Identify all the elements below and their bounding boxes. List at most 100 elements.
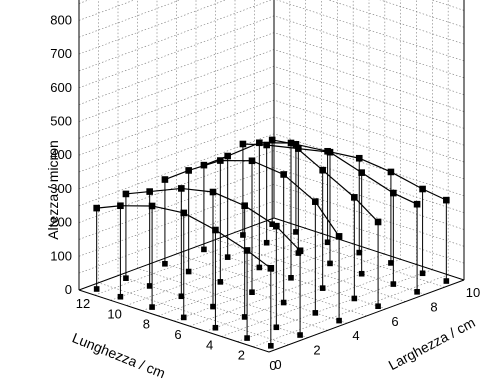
x-tick-label: 12 (76, 296, 90, 311)
x-tick-label: 10 (107, 306, 121, 321)
y-tick-label: 4 (352, 328, 359, 343)
point-marker-s5-p4 (324, 147, 331, 155)
point-marker-s1-p2 (241, 202, 248, 210)
y-axis-title: Larghezza / cm (386, 314, 478, 373)
grid-line-floor-x (237, 269, 433, 342)
floor-marker-s2-p3 (249, 289, 255, 295)
point-marker-s3-p0 (374, 218, 382, 226)
floor-marker-s0-p5 (117, 293, 124, 300)
grid-line-floor-x (189, 253, 385, 327)
floor-marker-s1-p5 (146, 283, 153, 289)
floor-marker-s3-p1 (351, 295, 358, 302)
grid-line-floor-x (126, 233, 322, 306)
point-marker-s5-p3 (355, 154, 363, 162)
x-axis-title: Lunghezza / cm (70, 329, 168, 381)
floor-marker-s4-p5 (263, 239, 270, 246)
z-tick-label: 600 (50, 80, 72, 95)
grid-line-floor-x (173, 248, 370, 322)
point-marker-s2-p6 (161, 176, 169, 183)
z-tick-label: 400 (50, 147, 72, 162)
floor-marker-s0-p6 (93, 286, 100, 292)
floor-marker-s0-p2 (212, 324, 219, 331)
z-tick-label: 800 (50, 12, 72, 27)
point-marker-s2-p1 (312, 198, 319, 205)
x-tick-label: 8 (143, 317, 150, 332)
z-tick-label: 0 (65, 282, 72, 297)
point-marker-s5-p2 (387, 168, 395, 176)
z-tick-label: 700 (50, 46, 72, 61)
floor-marker-s5-p0 (443, 278, 450, 284)
grid-line-floor-y (176, 253, 367, 317)
floor-marker-s0-p4 (149, 304, 155, 310)
grid-line-floor-y (254, 224, 445, 288)
floor-marker-s2-p4 (217, 279, 224, 285)
point-marker-s4-p2 (358, 169, 365, 176)
point-marker-s5-p6 (268, 136, 276, 144)
point-marker-s2-p4 (217, 157, 224, 164)
floor-marker-s3-p0 (375, 303, 381, 310)
floor-marker-s2-p0 (336, 317, 342, 324)
floor-marker-s2-p5 (185, 268, 192, 275)
grid-line-side-wall-z (431, 0, 465, 11)
floor-marker-s1-p0 (297, 332, 303, 338)
point-marker-s3-p6 (200, 161, 208, 169)
box-edges (78, 0, 465, 353)
grid-line-floor-x (253, 274, 449, 348)
floor-marker-s4-p2 (358, 270, 365, 277)
x-tick-label: 4 (206, 337, 213, 352)
point-marker-s3-p3 (287, 139, 295, 147)
floor-marker-s0-p1 (244, 335, 250, 341)
point-marker-s4-p0 (413, 200, 421, 208)
point-marker-s5-p1 (419, 185, 426, 193)
grid-line-back-wall-z (78, 0, 136, 21)
tick-labels: 0100200300400500600700800900100002468101… (50, 12, 480, 373)
point-marker-s4-p4 (295, 145, 302, 152)
floor-marker-s3-p6 (201, 246, 207, 253)
point-marker-s1-p1 (273, 222, 280, 230)
x-tick-label: 0 (269, 358, 276, 373)
point-marker-s0-p5 (117, 202, 124, 210)
floor-marker-s4-p3 (327, 260, 333, 267)
point-marker-s1-p4 (178, 185, 185, 192)
floor-marker-s5-p2 (388, 260, 394, 266)
z-tick-label: 500 (50, 114, 72, 129)
drop-lines (96, 139, 447, 346)
point-marker-s0-p4 (148, 202, 156, 210)
z-tick-label: 200 (50, 215, 72, 230)
floor-marker-s0-p3 (180, 314, 187, 321)
point-marker-s2-p0 (335, 233, 343, 240)
point-marker-s2-p3 (248, 157, 256, 165)
floor-marker-s1-p1 (273, 324, 280, 331)
x-tick-label: 6 (174, 327, 181, 342)
floor-marker-s0-p0 (268, 343, 274, 349)
grid-line-back-wall-z (78, 15, 275, 89)
point-marker-s3-p4 (256, 139, 263, 147)
z-tick-label: 100 (50, 248, 72, 263)
floor-marker-s4-p0 (414, 289, 420, 295)
z-axis-title: Altezza / micron (45, 140, 61, 240)
floor-marker-s5-p3 (356, 249, 363, 256)
floor-marker-s2-p1 (312, 310, 319, 316)
point-marker-s2-p5 (185, 167, 192, 174)
point-marker-s5-p0 (443, 196, 450, 204)
y-tick-label: 8 (430, 299, 437, 314)
point-marker-s4-p6 (239, 140, 247, 148)
floor-marker-s5-p5 (293, 229, 299, 235)
point-marker-s1-p5 (146, 188, 153, 195)
y-tick-label: 6 (391, 314, 398, 329)
point-marker-s3-p2 (319, 166, 326, 174)
data-markers (93, 136, 450, 349)
floor-marker-s1-p2 (241, 314, 248, 320)
edge-y-front (268, 279, 465, 353)
floor-marker-s4-p6 (240, 232, 246, 238)
point-marker-s3-p1 (351, 194, 358, 201)
edge-x-front (78, 289, 270, 353)
y-tick-label: 0 (274, 357, 281, 372)
floor-marker-s1-p3 (210, 303, 216, 310)
floor-marker-s3-p5 (224, 254, 231, 260)
floor-marker-s3-p4 (256, 264, 263, 271)
floor-marker-s2-p6 (162, 260, 168, 267)
point-marker-s4-p5 (263, 141, 270, 149)
point-marker-s2-p2 (280, 171, 287, 178)
